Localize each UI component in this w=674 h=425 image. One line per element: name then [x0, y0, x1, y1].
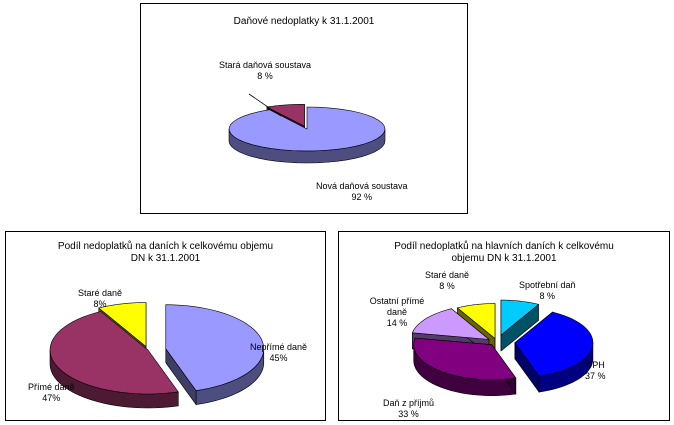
pie-slice-nova-danova-soustava — [228, 106, 386, 152]
slice-label-text: Nová daňová soustava — [316, 181, 408, 191]
slice-label-percent: 37 % — [585, 371, 606, 381]
pie-slice-neprime-dane — [165, 304, 265, 391]
slice-label-direct-taxes: Přímé daně 47% — [28, 382, 75, 404]
leader-line-old-system — [248, 93, 282, 117]
slice-label-text: Spotřební daň — [519, 280, 576, 290]
chart-title-line-2: DN k 31.1.2001 — [130, 253, 201, 264]
pie-slice-dph — [514, 311, 594, 377]
slice-label-percent: 8% — [93, 299, 107, 309]
pie-slice-stara-danova-soustava — [265, 103, 305, 127]
slice-label-text: Staré daně — [78, 288, 123, 298]
chart-title: Podíl nedoplatků na daních k celkovému o… — [6, 241, 325, 265]
slice-label-percent: 47% — [42, 393, 61, 403]
slice-label-text: Nepřímé daně — [250, 342, 308, 352]
pie-chart-main-taxes — [411, 299, 594, 396]
pie-slice-ostatni-prime-dane — [411, 308, 490, 340]
slice-label-old-system: Stará daňová soustava 8 % — [219, 60, 311, 82]
chart-title: Podíl nedoplatků na hlavních daních k ce… — [339, 241, 669, 265]
slice-label-old-taxes: Staré daně 8% — [78, 288, 122, 310]
pie-chart-tax-share — [49, 302, 265, 409]
pie-slice-dan-z-prijmu — [413, 337, 517, 380]
pie-slice-stare-dane — [98, 302, 147, 348]
slice-label-percent: 8 % — [539, 291, 556, 301]
slice-label-old-taxes: Staré daně 8 % — [425, 270, 469, 292]
chart-title-line-1: Podíl nedoplatků na daních k celkovému o… — [57, 241, 274, 252]
slice-label-percent: 8 % — [257, 71, 273, 81]
slice-label-text: Stará daňová soustava — [219, 60, 312, 70]
slice-label-text: DPH — [585, 360, 605, 370]
slice-label-percent: 33 % — [398, 409, 419, 419]
slice-label-excise-tax: Spotřební daň 8 % — [519, 280, 576, 302]
slice-label-percent: 14 % — [386, 318, 408, 328]
pie-chart-tax-arrears — [228, 93, 386, 164]
slice-label-indirect-taxes: Nepřímé daně 45% — [250, 342, 307, 364]
chart-title: Daňové nedoplatky k 31.1.2001 — [233, 16, 375, 27]
pie-slice-prime-dane — [49, 311, 179, 395]
slice-label-percent: 92 % — [351, 192, 373, 202]
slice-label-vat: DPH 37 % — [585, 360, 606, 382]
slice-label-income-tax: Daň z příjmů 33 % — [383, 398, 434, 420]
slice-label-text: Ostatní přímé daně — [369, 296, 425, 317]
slice-label-text: Staré daně — [425, 270, 470, 280]
chart-title-line-1: Podíl nedoplatků na hlavních daních k ce… — [394, 241, 614, 252]
slice-label-text: Daň z příjmů — [383, 398, 435, 408]
chart-panel-main-taxes: Podíl nedoplatků na hlavních daních k ce… — [338, 231, 670, 421]
pie-slice-spotrebni-dan — [500, 299, 540, 336]
chart-title-line-2: objemu DN k 31.1.2001 — [451, 253, 557, 264]
slice-label-percent: 45% — [269, 353, 288, 363]
slice-label-new-system: Nová daňová soustava 92 % — [316, 181, 408, 203]
slice-label-percent: 8 % — [439, 281, 455, 291]
slice-label-text: Přímé daně — [28, 382, 75, 392]
chart-panel-tax-share: Podíl nedoplatků na daních k celkovému o… — [5, 231, 326, 421]
slice-label-other-direct-taxes: Ostatní přímé daně 14 % — [363, 296, 431, 329]
pie-slice-stare-dane — [456, 303, 496, 340]
chart-panel-tax-arrears: Daňové nedoplatky k 31.1.2001 Stará daňo… — [140, 3, 468, 214]
